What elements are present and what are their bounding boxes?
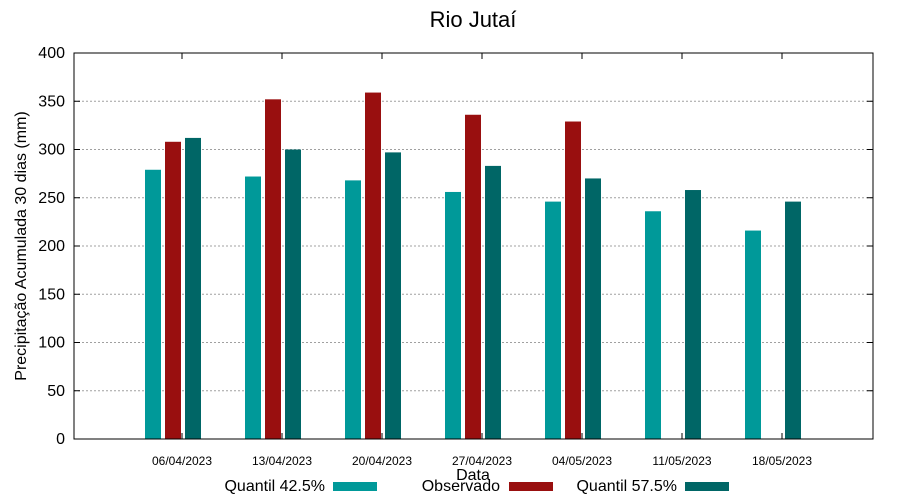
x-axis-label: Data: [456, 467, 490, 484]
y-tick-label: 50: [47, 383, 65, 400]
grid-lines: [74, 100, 873, 392]
y-axis-label: Precipitação Acumulada 30 dias (mm): [13, 111, 30, 380]
bar-1-1: [265, 99, 281, 439]
bar-0-0: [145, 169, 161, 439]
legend: Quantil 42.5% Observado Quantil 57.5%: [224, 478, 729, 495]
bar-0-4: [545, 201, 561, 439]
bar-1-3: [465, 114, 481, 439]
y-axis-ticks: 0 50 100 150 200 250 300 350 400: [38, 45, 873, 448]
legend-swatch-1: [509, 482, 553, 491]
x-tick-label: 18/05/2023: [752, 454, 812, 468]
bar-2-6: [785, 201, 801, 439]
bar-1-4: [565, 121, 581, 439]
legend-swatch-2: [685, 482, 729, 491]
x-tick-label: 20/04/2023: [352, 454, 412, 468]
y-tick-label: 350: [38, 93, 65, 110]
bars: [145, 92, 801, 440]
y-tick-label: 100: [38, 335, 65, 352]
y-tick-label: 200: [38, 238, 65, 255]
bar-2-4: [585, 178, 601, 439]
bar-2-0: [185, 137, 201, 440]
x-tick-label: 04/05/2023: [552, 454, 612, 468]
y-tick-label: 150: [38, 286, 65, 303]
bar-1-0: [165, 141, 181, 439]
bar-0-6: [745, 230, 761, 439]
bar-2-1: [285, 149, 301, 439]
bar-0-5: [645, 211, 661, 439]
bar-2-2: [385, 152, 401, 439]
bar-0-2: [345, 180, 361, 439]
bar-0-3: [445, 191, 461, 439]
x-tick-label: 06/04/2023: [152, 454, 212, 468]
legend-label-1: Observado: [422, 478, 500, 495]
legend-swatch-0: [333, 482, 377, 491]
y-tick-label: 250: [38, 190, 65, 207]
bar-0-1: [245, 176, 261, 439]
x-tick-label: 13/04/2023: [252, 454, 312, 468]
bar-1-2: [365, 92, 381, 439]
x-axis-ticks: 06/04/2023 13/04/2023 20/04/2023 27/04/2023…: [152, 53, 812, 468]
y-tick-label: 0: [56, 431, 65, 448]
bar-2-5: [685, 190, 701, 439]
x-tick-label: 27/04/2023: [452, 454, 512, 468]
bar-2-3: [485, 165, 501, 439]
chart-title: Rio Jutaí: [430, 7, 517, 32]
y-tick-label: 400: [38, 45, 65, 62]
legend-label-2: Quantil 57.5%: [576, 478, 677, 495]
x-tick-label: 11/05/2023: [652, 454, 711, 468]
legend-label-0: Quantil 42.5%: [224, 478, 325, 495]
y-tick-label: 300: [38, 142, 65, 159]
